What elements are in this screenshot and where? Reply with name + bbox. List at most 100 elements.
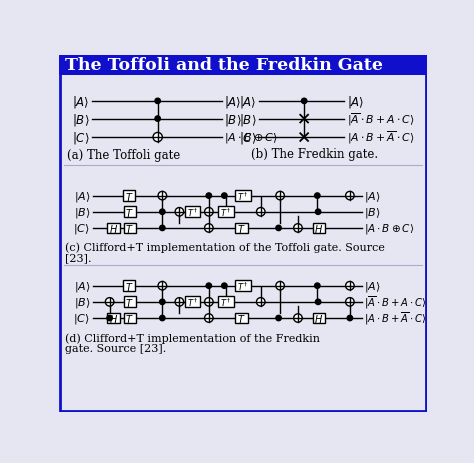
Circle shape <box>315 283 320 289</box>
FancyBboxPatch shape <box>185 297 201 307</box>
Circle shape <box>315 210 321 215</box>
Text: $H$: $H$ <box>109 222 118 234</box>
Circle shape <box>294 314 302 323</box>
Circle shape <box>160 210 165 215</box>
Text: $T$: $T$ <box>126 313 134 324</box>
FancyBboxPatch shape <box>124 297 136 307</box>
Text: $|A\rangle$: $|A\rangle$ <box>347 94 365 110</box>
Text: $|A\rangle$: $|A\rangle$ <box>73 189 90 203</box>
Text: $T^\dagger$: $T^\dagger$ <box>220 296 232 308</box>
Text: $|A\rangle$: $|A\rangle$ <box>73 279 90 293</box>
Text: $T$: $T$ <box>237 313 246 324</box>
FancyBboxPatch shape <box>218 297 234 307</box>
FancyBboxPatch shape <box>235 281 251 291</box>
Circle shape <box>346 192 354 200</box>
FancyBboxPatch shape <box>124 223 136 234</box>
Text: [23].: [23]. <box>65 253 92 263</box>
Text: $T^\dagger$: $T^\dagger$ <box>220 206 232 219</box>
Circle shape <box>153 133 162 143</box>
FancyBboxPatch shape <box>313 223 325 234</box>
Circle shape <box>175 208 183 217</box>
Text: $|B\rangle$: $|B\rangle$ <box>73 295 90 309</box>
Circle shape <box>276 316 281 321</box>
Text: $|\overline{A} \cdot B + A \cdot C\rangle$: $|\overline{A} \cdot B + A \cdot C\rangl… <box>347 111 414 128</box>
Text: $T$: $T$ <box>125 280 133 292</box>
Text: $T$: $T$ <box>126 206 134 218</box>
Circle shape <box>155 117 160 122</box>
Text: $|A \cdot B \oplus C\rangle$: $|A \cdot B \oplus C\rangle$ <box>224 131 278 145</box>
Circle shape <box>205 208 213 217</box>
Circle shape <box>315 300 321 305</box>
Circle shape <box>205 224 213 233</box>
Circle shape <box>160 316 165 321</box>
Text: (b) The Fredkin gate.: (b) The Fredkin gate. <box>251 147 379 160</box>
Circle shape <box>315 194 320 199</box>
Circle shape <box>256 208 265 217</box>
Circle shape <box>155 99 160 104</box>
Circle shape <box>105 298 114 307</box>
Circle shape <box>206 194 211 199</box>
Text: The Toffoli and the Fredkin Gate: The Toffoli and the Fredkin Gate <box>64 57 383 74</box>
Circle shape <box>301 99 307 104</box>
FancyBboxPatch shape <box>185 207 201 218</box>
FancyBboxPatch shape <box>123 191 135 201</box>
Text: $|B\rangle$: $|B\rangle$ <box>73 205 90 219</box>
Text: $T$: $T$ <box>126 222 134 234</box>
Text: (c) Clifford+T implementation of the Toffoli gate. Source: (c) Clifford+T implementation of the Tof… <box>65 242 385 253</box>
Text: $|A\rangle$: $|A\rangle$ <box>364 279 381 293</box>
Circle shape <box>222 283 227 289</box>
FancyBboxPatch shape <box>124 207 136 218</box>
Circle shape <box>222 194 227 199</box>
FancyBboxPatch shape <box>124 313 136 324</box>
Text: $|A\rangle$: $|A\rangle$ <box>364 189 381 203</box>
Text: gate. Source [23].: gate. Source [23]. <box>65 343 167 353</box>
Text: $|B\rangle$: $|B\rangle$ <box>224 111 242 127</box>
Circle shape <box>160 300 165 305</box>
Text: $|B\rangle$: $|B\rangle$ <box>364 205 381 219</box>
Text: $|A\rangle$: $|A\rangle$ <box>239 94 257 110</box>
Text: $|A\rangle$: $|A\rangle$ <box>224 94 242 110</box>
Circle shape <box>158 192 166 200</box>
Circle shape <box>205 298 213 307</box>
Text: $|B\rangle$: $|B\rangle$ <box>72 111 90 127</box>
Text: $T^\dagger$: $T^\dagger$ <box>187 206 199 219</box>
Circle shape <box>205 314 213 323</box>
Circle shape <box>206 283 211 289</box>
FancyBboxPatch shape <box>235 191 251 201</box>
Circle shape <box>175 298 183 307</box>
FancyBboxPatch shape <box>123 281 135 291</box>
Text: $|C\rangle$: $|C\rangle$ <box>239 130 257 146</box>
Circle shape <box>158 282 166 290</box>
Text: (d) Clifford+T implementation of the Fredkin: (d) Clifford+T implementation of the Fre… <box>65 333 320 344</box>
Text: $T$: $T$ <box>125 190 133 202</box>
Text: $|B\rangle$: $|B\rangle$ <box>239 111 257 127</box>
FancyBboxPatch shape <box>59 56 427 75</box>
Text: $T$: $T$ <box>126 296 134 308</box>
Circle shape <box>107 316 112 321</box>
Text: $|A \cdot B + \overline{A} \cdot C\rangle$: $|A \cdot B + \overline{A} \cdot C\rangl… <box>364 310 426 326</box>
Text: (a) The Toffoli gate: (a) The Toffoli gate <box>67 149 180 162</box>
FancyBboxPatch shape <box>107 223 120 234</box>
Text: $H$: $H$ <box>314 313 323 324</box>
Text: $T^\dagger$: $T^\dagger$ <box>237 190 249 202</box>
Text: $|A\rangle$: $|A\rangle$ <box>72 94 90 110</box>
FancyBboxPatch shape <box>218 207 234 218</box>
Text: $|C\rangle$: $|C\rangle$ <box>73 311 90 325</box>
Circle shape <box>160 226 165 231</box>
Circle shape <box>276 192 284 200</box>
Text: $|A \cdot B + \overline{A} \cdot C\rangle$: $|A \cdot B + \overline{A} \cdot C\rangl… <box>347 130 414 146</box>
Text: $H$: $H$ <box>314 222 323 234</box>
Text: $|C\rangle$: $|C\rangle$ <box>72 130 90 146</box>
FancyBboxPatch shape <box>313 313 325 324</box>
FancyBboxPatch shape <box>107 313 120 324</box>
FancyBboxPatch shape <box>235 223 247 234</box>
Circle shape <box>346 298 354 307</box>
Circle shape <box>276 226 281 231</box>
Circle shape <box>294 224 302 233</box>
Circle shape <box>346 282 354 290</box>
Text: $|\overline{A} \cdot B + A \cdot C\rangle$: $|\overline{A} \cdot B + A \cdot C\rangl… <box>364 294 426 310</box>
Text: $T$: $T$ <box>237 222 246 234</box>
Text: $|C\rangle$: $|C\rangle$ <box>73 221 90 235</box>
Circle shape <box>256 298 265 307</box>
FancyBboxPatch shape <box>235 313 247 324</box>
